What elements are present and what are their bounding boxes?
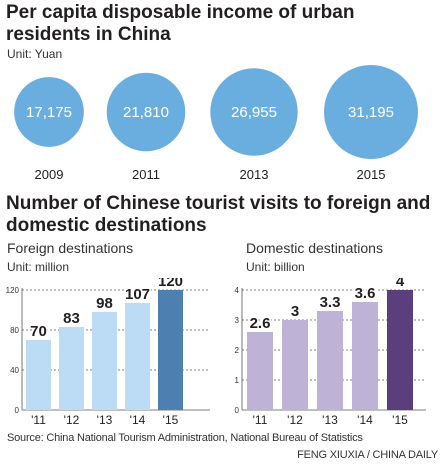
foreign-x-label: '14 — [130, 413, 146, 427]
foreign-bar-3 — [125, 303, 150, 410]
domestic-bar-3 — [352, 302, 378, 410]
foreign-ytick-label: 120 — [6, 286, 20, 295]
domestic-ytick-label: 1 — [235, 376, 240, 385]
domestic-ytick-label: 4 — [235, 286, 240, 295]
foreign-x-label: '12 — [64, 413, 80, 427]
income-year-label: 2015 — [357, 167, 386, 182]
foreign-bar-2 — [92, 312, 117, 410]
domestic-bar-chart: 0 1 2 3 4 2.6 '11 3 '12 3.3 '13 3.6 '14 4 '15 — [235, 278, 426, 427]
domestic-subtitle: Domestic destinations — [246, 240, 383, 256]
domestic-bar-2 — [317, 311, 343, 410]
foreign-value-label: 107 — [125, 286, 150, 303]
domestic-ytick-label: 2 — [235, 346, 240, 355]
foreign-bar-0 — [26, 340, 51, 410]
foreign-ytick-label: 40 — [10, 366, 19, 375]
income-value-label: 21,810 — [123, 104, 169, 121]
foreign-value-label: 83 — [63, 310, 80, 327]
tourism-title: Number of Chinese tourist visits to fore… — [6, 193, 431, 236]
income-bubble-2009 — [14, 77, 84, 147]
domestic-value-label: 4 — [396, 278, 405, 290]
foreign-ytick-label: 0 — [15, 406, 20, 415]
income-title: Per capita disposable income of urban re… — [6, 2, 355, 45]
foreign-bar-chart: 0 40 80 120 70 '11 83 '12 98 '13 107 '14 120 '15 — [6, 278, 210, 427]
domestic-value-label: 3.3 — [320, 294, 341, 311]
domestic-x-label: '11 — [253, 413, 268, 427]
domestic-x-label: '13 — [322, 413, 338, 427]
domestic-value-label: 2.6 — [250, 315, 271, 332]
foreign-ytick-label: 80 — [10, 326, 19, 335]
credit-line: FENG XIUXIA / CHINA DAILY — [297, 449, 438, 461]
domestic-bar-0 — [247, 332, 273, 410]
income-unit: Unit: Yuan — [7, 47, 63, 61]
income-value-label: 26,955 — [231, 104, 277, 121]
domestic-x-label: '15 — [392, 413, 408, 427]
foreign-subtitle: Foreign destinations — [7, 240, 134, 256]
foreign-unit: Unit: million — [7, 260, 70, 274]
domestic-value-label: 3.6 — [355, 285, 376, 302]
income-bubble-chart: 17,175 2009 21,810 2011 26,955 2013 31,195 2015 — [14, 65, 418, 182]
domestic-unit: Unit: billion — [246, 260, 305, 274]
income-year-label: 2011 — [132, 167, 160, 182]
foreign-value-label: 98 — [96, 295, 113, 312]
domestic-x-label: '12 — [287, 413, 303, 427]
domestic-bar-1 — [282, 320, 308, 410]
domestic-ytick-label: 3 — [235, 316, 240, 325]
foreign-x-label: '11 — [31, 413, 46, 427]
domestic-value-label: 3 — [291, 303, 299, 320]
foreign-value-label: 120 — [158, 278, 183, 290]
income-year-label: 2013 — [240, 167, 269, 182]
foreign-x-label: '13 — [97, 413, 113, 427]
domestic-bar-4 — [387, 290, 413, 410]
income-bubble-2015 — [324, 65, 418, 159]
income-bubble-2013 — [210, 68, 298, 156]
income-bubble-2011 — [106, 72, 186, 152]
domestic-x-label: '14 — [357, 413, 373, 427]
foreign-bar-4 — [158, 290, 183, 410]
income-value-label: 17,175 — [26, 104, 72, 121]
domestic-ytick-label: 0 — [235, 406, 240, 415]
income-year-label: 2009 — [35, 167, 64, 182]
foreign-value-label: 70 — [30, 323, 47, 340]
foreign-bar-1 — [59, 327, 84, 410]
income-value-label: 31,195 — [348, 104, 394, 121]
source-note: Source: China National Tourism Administr… — [7, 432, 363, 444]
foreign-x-label: '15 — [163, 413, 179, 427]
